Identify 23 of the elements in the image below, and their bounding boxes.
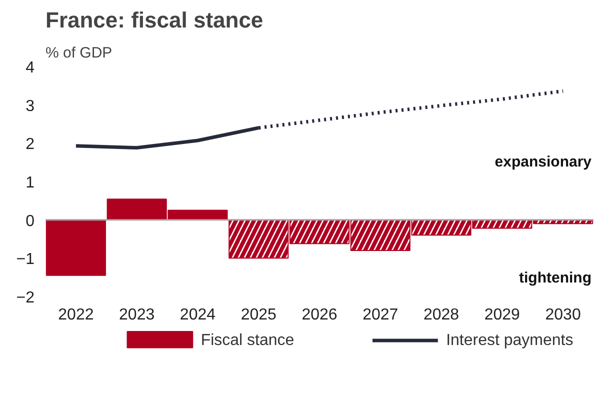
legend-label: Fiscal stance xyxy=(200,332,294,349)
x-tick-label: 2023 xyxy=(119,306,155,324)
x-tick-label: 2030 xyxy=(545,306,581,324)
legend-label: Interest payments xyxy=(446,332,574,349)
y-tick-label: 3 xyxy=(26,98,35,115)
bar xyxy=(46,219,106,276)
y-tick-label: 2 xyxy=(26,136,35,154)
x-tick-label: 2024 xyxy=(180,306,216,324)
x-tick-label: 2027 xyxy=(362,306,398,324)
x-tick-label: 2025 xyxy=(240,306,277,324)
annotation: tightening xyxy=(519,269,592,286)
x-tick-label: 2028 xyxy=(423,306,460,324)
y-tick-label: 4 xyxy=(26,60,35,76)
x-tick-label: 2029 xyxy=(484,306,520,324)
y-tick-label: −2 xyxy=(16,290,35,306)
x-tick-label: 2022 xyxy=(58,306,94,324)
x-tick-label: 2026 xyxy=(302,306,338,324)
chart-title: France: fiscal stance xyxy=(46,8,264,32)
y-tick-label: 0 xyxy=(26,212,35,230)
annotation: expansionary xyxy=(494,153,592,170)
y-axis-title: % of GDP xyxy=(46,44,112,62)
y-tick-label: −1 xyxy=(16,251,35,268)
y-tick-label: 1 xyxy=(26,174,35,192)
